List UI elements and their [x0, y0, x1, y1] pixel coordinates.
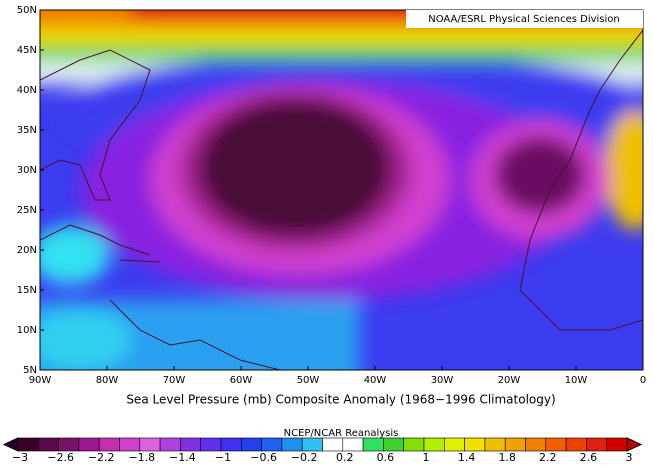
lat-label: 25N [17, 205, 37, 216]
colorbar-label: −1.8 [128, 451, 155, 464]
colorbar-label: 1.8 [498, 451, 516, 464]
lat-label: 30N [17, 165, 37, 176]
lon-label: 90W [29, 375, 52, 386]
colorbar-label: 1 [423, 451, 430, 464]
colorbar-box [586, 437, 608, 452]
colorbar-label: 3 [626, 451, 633, 464]
colorbar-box [464, 437, 486, 452]
colorbar-box [322, 437, 344, 452]
colorbar-label: −1.4 [169, 451, 196, 464]
lat-label: 45N [17, 45, 37, 56]
colorbar-box [545, 437, 567, 452]
colorbar-title: NCEP/NCAR Reanalysis [284, 428, 399, 439]
colorbar-label: −1 [215, 451, 231, 464]
lon-label: 20W [498, 375, 521, 386]
colorbar-arrow-right [626, 437, 643, 452]
colorbar-box [58, 437, 80, 452]
colorbar-box [200, 437, 222, 452]
colorbar-box [180, 437, 201, 452]
colorbar-label: −2.6 [47, 451, 74, 464]
colorbar-box [301, 437, 323, 452]
lon-label: 70W [163, 375, 186, 386]
colorbar-box [383, 437, 404, 452]
colorbar-label: 2.2 [539, 451, 557, 464]
colorbar-box [159, 437, 181, 452]
colorbar-box [423, 437, 445, 452]
lat-label: 40N [17, 85, 37, 96]
lat-label: 50N [17, 5, 37, 16]
colorbar-label: −0.2 [291, 451, 318, 464]
colorbar-label: −2.2 [88, 451, 115, 464]
colorbar-label: −0.6 [250, 451, 277, 464]
colorbar-box [37, 437, 59, 452]
colorbar-box [565, 437, 587, 452]
colorbar-label: −3 [12, 451, 28, 464]
lon-label: 10W [565, 375, 588, 386]
colorbar-box [98, 437, 120, 452]
colorbar-box [17, 437, 39, 452]
lat-label: 10N [17, 325, 37, 336]
credit: NOAA/ESRL Physical Sciences Division [428, 14, 620, 25]
map-field [40, 10, 643, 370]
colorbar-box [484, 437, 506, 452]
lon-label: 50W [297, 375, 320, 386]
colorbar-box [261, 437, 283, 452]
lon-label: 0 [640, 375, 646, 386]
lat-label: 15N [17, 285, 37, 296]
lon-label: 40W [364, 375, 387, 386]
lat-label: 5N [23, 365, 37, 376]
coastlines [40, 29, 643, 370]
lat-label: 35N [17, 125, 37, 136]
lon-label: 30W [431, 375, 454, 386]
credit-box [406, 10, 643, 28]
colorbar-box [281, 437, 303, 452]
lon-label: 80W [96, 375, 119, 386]
colorbar-box [342, 437, 364, 452]
colorbar-box [443, 437, 465, 452]
lon-label: 60W [230, 375, 253, 386]
colorbar-label: 0.6 [377, 451, 395, 464]
colorbar-arrow-left [2, 437, 19, 452]
colorbar-box [504, 437, 526, 452]
colorbar-label: 2.6 [580, 451, 598, 464]
colorbar-box [403, 437, 425, 452]
colorbar-box [362, 437, 384, 452]
colorbar-box [241, 437, 262, 452]
colorbar-label: 0.2 [336, 451, 354, 464]
colorbar-box [78, 437, 100, 452]
colorbar-box [139, 437, 161, 452]
colorbar-box [525, 437, 547, 452]
colorbar-box [606, 437, 628, 452]
colorbar-box [220, 437, 242, 452]
colorbar-label: 1.4 [458, 451, 476, 464]
colorbar-box [119, 437, 141, 452]
map-title: Sea Level Pressure (mb) Composite Anomal… [126, 393, 555, 407]
map-frame [39, 9, 644, 371]
lat-label: 20N [17, 245, 37, 256]
